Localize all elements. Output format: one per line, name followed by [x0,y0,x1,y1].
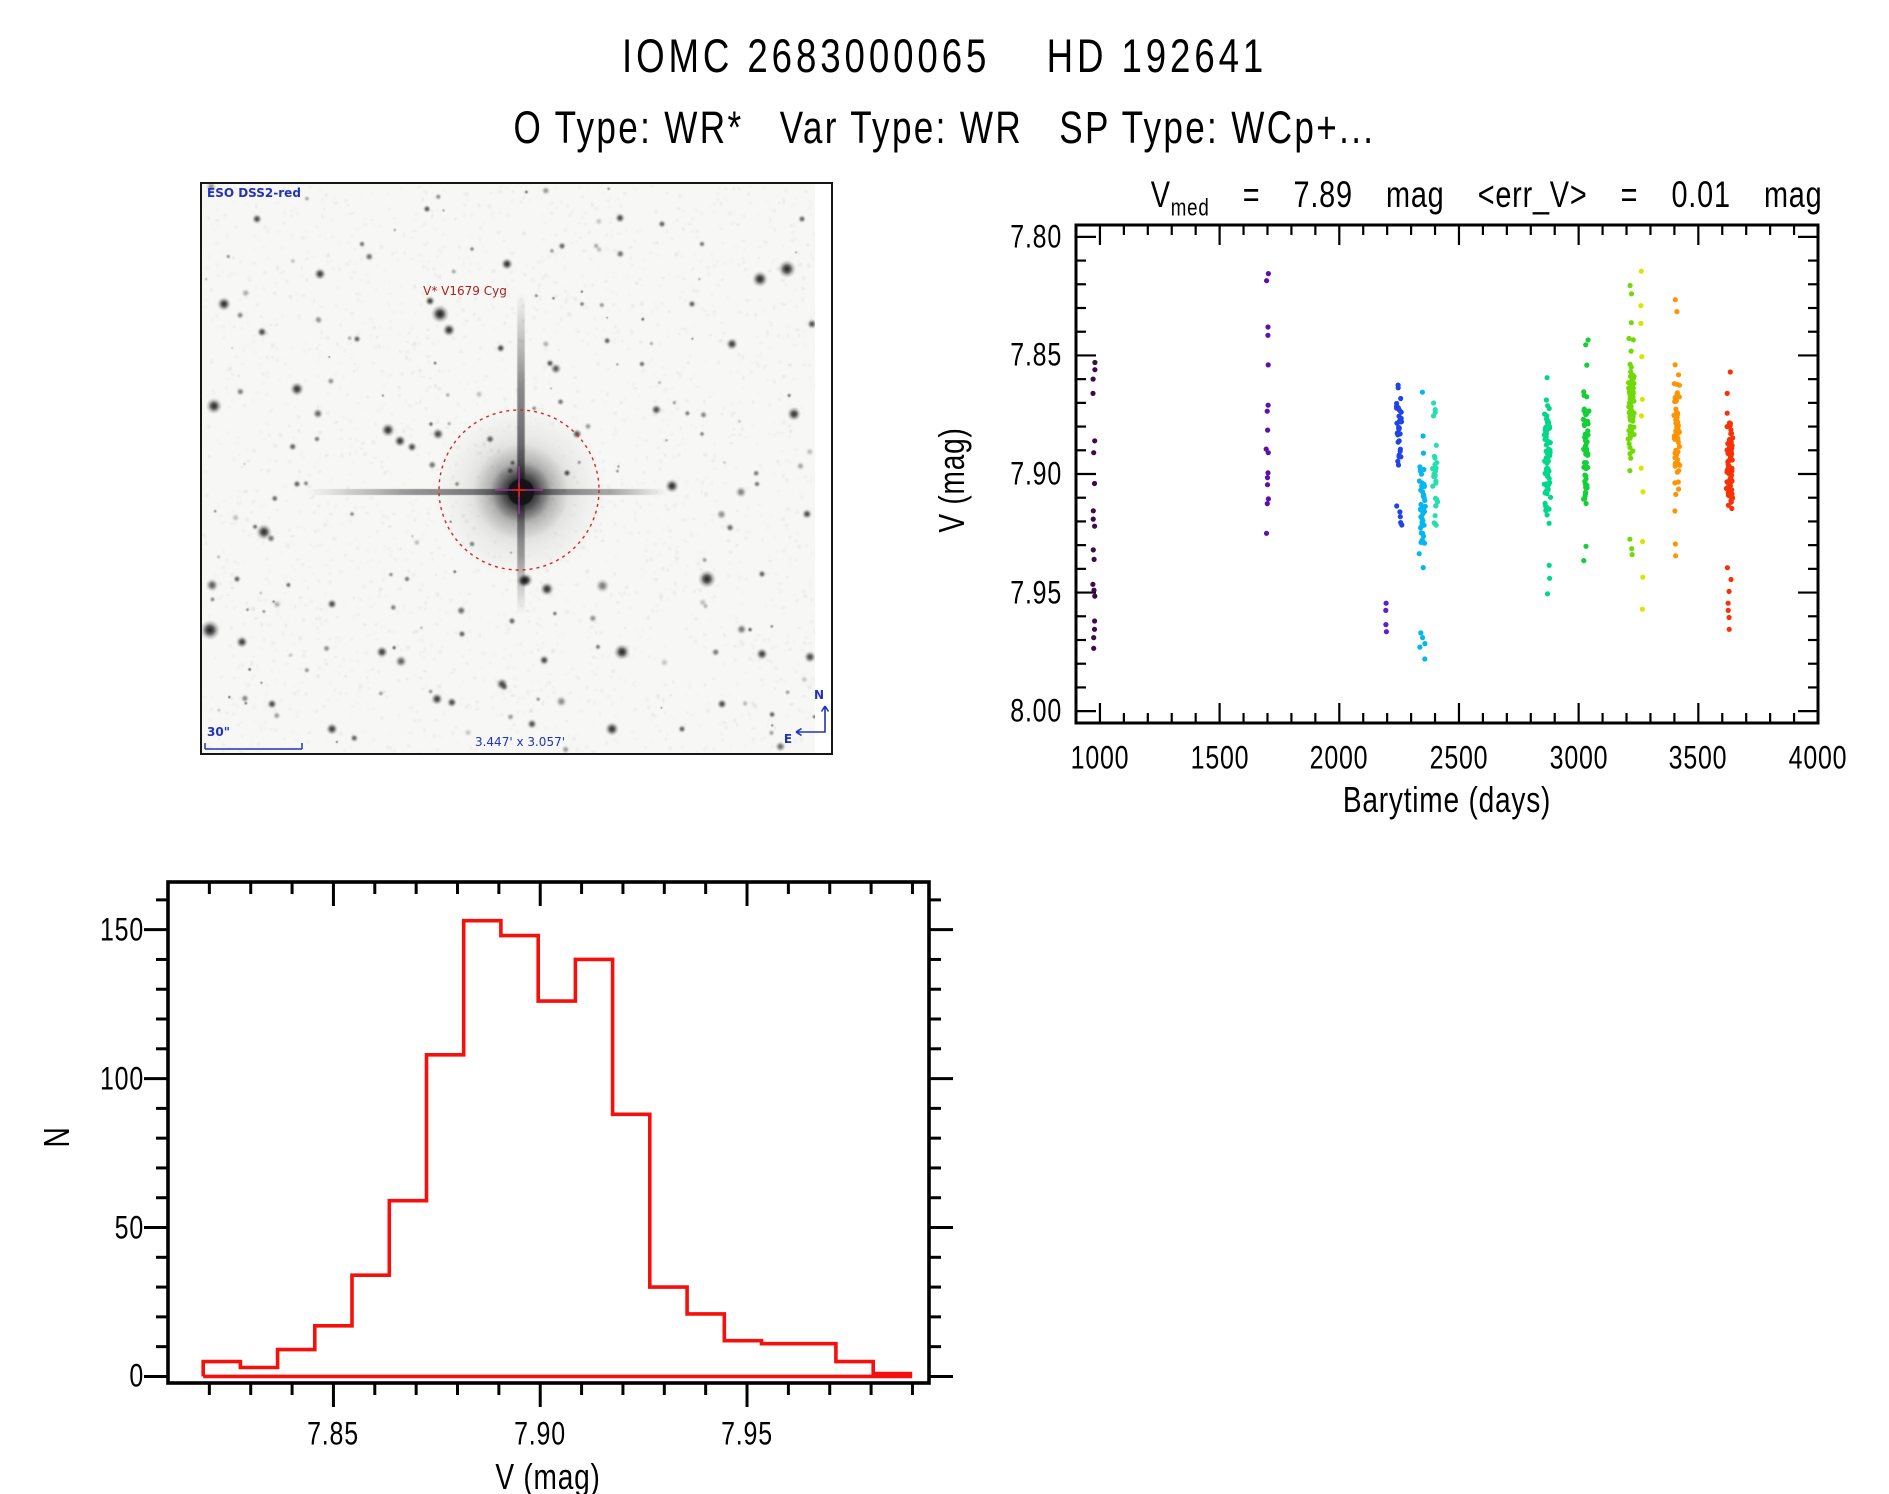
lightcurve-plot [1074,223,1820,725]
page-subtitle: O Type: WR* Var Type: WR SP Type: WCp+..… [0,102,1889,154]
histogram-outline [201,918,913,1379]
lightcurve-xtick-label: 3500 [1668,739,1728,776]
histogram-xtick-label: 7.85 [307,1415,360,1452]
page-subtitle-text: O Type: WR* Var Type: WR SP Type: WCp+..… [513,102,1376,153]
histogram-xtick-label: 7.90 [514,1415,567,1452]
histogram-ytick-label: 150 [100,911,144,948]
lightcurve-xtick-label: 1000 [1070,739,1130,776]
compass-east-label: E [783,732,793,746]
page-title-text: IOMC 2683000065 HD 192641 [621,29,1268,82]
finder-chart: ESO DSS2-red V* V1679 Cyg 30" 3.447' x 3… [200,182,833,755]
histogram-ytick-label: 0 [129,1357,144,1394]
magnitude-histogram [144,880,953,1407]
lightcurve-points [1090,268,1736,662]
lightcurve-ytick-label: 7.90 [1010,455,1062,492]
starfield-image [202,184,815,753]
lightcurve-xtick-label: 2000 [1309,739,1369,776]
lightcurve-ytick-label: 7.85 [1010,336,1062,373]
histogram-xtick-label: 7.95 [721,1415,773,1452]
lightcurve-xtick-label: 4000 [1788,739,1848,776]
survey-label: ESO DSS2-red [207,186,301,200]
histogram-ytick-label: 50 [114,1209,144,1246]
lightcurve-title-text: Vmed = 7.89 mag <err_V> = 0.01 mag [1150,174,1823,222]
lightcurve-ytick-label: 7.80 [1010,218,1062,255]
compass-north-label: N [813,688,825,702]
lightcurve-xtick-label: 3000 [1549,739,1608,776]
field-of-view-label: 3.447' x 3.057' [474,735,566,749]
histogram-ytick-label: 100 [100,1060,144,1097]
lightcurve-xaxis-title: Barytime (days) [1342,779,1552,820]
scalebar-label: 30" [207,725,230,739]
lightcurve-ytick-label: 8.00 [1010,692,1062,729]
lightcurve-ytick-label: 7.95 [1010,574,1062,611]
lightcurve-xtick-label: 1500 [1190,739,1249,776]
lightcurve-xtick-label: 2500 [1429,739,1489,776]
histogram-yaxis-title: N [36,1126,77,1148]
page-title: IOMC 2683000065 HD 192641 [0,28,1889,83]
lightcurve-yaxis-title: V (mag) [931,427,972,533]
target-name-label: V* V1679 Cyg [423,284,507,298]
histogram-xaxis-title: V (mag) [495,1456,601,1494]
lightcurve-title: Vmed = 7.89 mag <err_V> = 0.01 mag [1056,174,1838,222]
